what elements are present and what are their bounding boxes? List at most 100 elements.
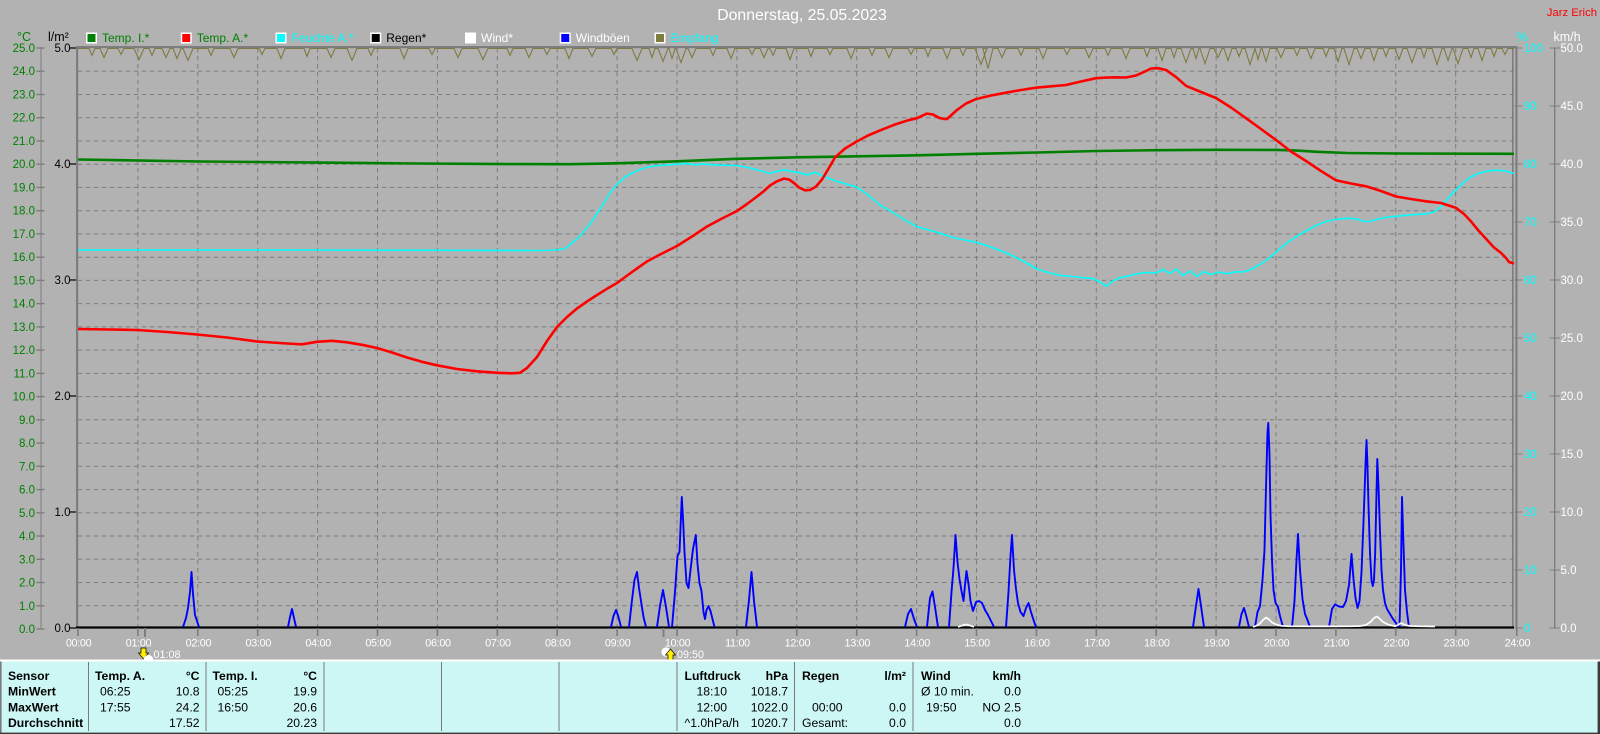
svg-text:°C: °C: [17, 30, 31, 44]
svg-text:11.0: 11.0: [13, 368, 35, 380]
svg-text:20.6: 20.6: [293, 700, 317, 714]
svg-text:Jarz Erich: Jarz Erich: [1547, 7, 1597, 19]
svg-text:4.0: 4.0: [55, 159, 71, 171]
svg-text:9.0: 9.0: [19, 415, 35, 427]
svg-text:16.0: 16.0: [13, 252, 35, 264]
svg-text:l/m²: l/m²: [884, 669, 906, 683]
svg-text:18:00: 18:00: [1144, 638, 1170, 650]
svg-text:1.0: 1.0: [55, 507, 71, 519]
svg-text:05:25: 05:25: [218, 685, 249, 699]
svg-text:20.0: 20.0: [1561, 391, 1583, 403]
svg-text:02:00: 02:00: [186, 638, 212, 650]
svg-text:90: 90: [1524, 101, 1537, 113]
svg-text:21.0: 21.0: [13, 136, 35, 148]
svg-text:Ø 10 min.: Ø 10 min.: [921, 685, 974, 699]
svg-text:0.0: 0.0: [889, 700, 906, 714]
svg-text:km/h: km/h: [1554, 30, 1581, 44]
svg-text:NO 2.5: NO 2.5: [982, 700, 1021, 714]
svg-text:6.0: 6.0: [19, 485, 35, 497]
svg-text:17:00: 17:00: [1084, 638, 1110, 650]
svg-text:16:00: 16:00: [1024, 638, 1050, 650]
svg-text:10.0: 10.0: [1561, 507, 1583, 519]
svg-text:14.0: 14.0: [13, 299, 35, 311]
svg-text:Gesamt:: Gesamt:: [802, 716, 848, 730]
svg-text:22.0: 22.0: [13, 113, 35, 125]
svg-text:40: 40: [1524, 391, 1537, 403]
svg-text:09:50: 09:50: [677, 649, 704, 661]
svg-text:Donnerstag, 25.05.2023: Donnerstag, 25.05.2023: [717, 7, 887, 24]
svg-text:19.0: 19.0: [13, 182, 35, 194]
svg-text:1.0: 1.0: [19, 601, 35, 613]
svg-text:07:00: 07:00: [485, 638, 511, 650]
svg-text:Durchschnitt: Durchschnitt: [8, 716, 83, 730]
svg-text:35.0: 35.0: [1561, 217, 1583, 229]
svg-text:7.0: 7.0: [19, 461, 35, 473]
svg-text:°C: °C: [303, 669, 317, 683]
svg-text:4.0: 4.0: [19, 531, 35, 543]
svg-text:19:00: 19:00: [1204, 638, 1230, 650]
svg-text:24:00: 24:00: [1505, 638, 1531, 650]
svg-text:1022.0: 1022.0: [751, 700, 788, 714]
svg-text:3.0: 3.0: [19, 554, 35, 566]
svg-text:MinWert: MinWert: [8, 685, 56, 699]
svg-text:04:00: 04:00: [305, 638, 331, 650]
svg-text:10:00: 10:00: [665, 638, 691, 650]
svg-text:20.0: 20.0: [13, 159, 35, 171]
svg-text:19.9: 19.9: [293, 685, 317, 699]
svg-text:0: 0: [1524, 623, 1530, 635]
svg-text:15.0: 15.0: [13, 275, 35, 287]
svg-text:15:00: 15:00: [964, 638, 990, 650]
svg-text:21:00: 21:00: [1324, 638, 1350, 650]
svg-text:01:00: 01:00: [126, 638, 152, 650]
svg-text:23.0: 23.0: [13, 90, 35, 102]
svg-text:km/h: km/h: [993, 669, 1021, 683]
svg-text:25.0: 25.0: [1561, 333, 1583, 345]
svg-text:5.0: 5.0: [19, 508, 35, 520]
svg-text:Feuchte A.*: Feuchte A.*: [292, 31, 354, 45]
svg-text:45.0: 45.0: [1561, 101, 1583, 113]
svg-text:Wind*: Wind*: [481, 31, 513, 45]
svg-text:3.0: 3.0: [55, 275, 71, 287]
svg-text:20:00: 20:00: [1264, 638, 1290, 650]
svg-text:00:00: 00:00: [812, 700, 843, 714]
svg-text:11:00: 11:00: [725, 638, 750, 650]
svg-text:15.0: 15.0: [1561, 449, 1583, 461]
svg-text:0.0: 0.0: [19, 624, 35, 636]
svg-text:24.0: 24.0: [13, 66, 35, 78]
svg-text:100: 100: [1524, 43, 1543, 55]
svg-text:0.0: 0.0: [889, 716, 906, 730]
svg-text:Temp. A.: Temp. A.: [95, 669, 145, 683]
svg-text:Temp. I.*: Temp. I.*: [102, 31, 150, 45]
svg-text:05:00: 05:00: [365, 638, 391, 650]
svg-text:10.0: 10.0: [13, 392, 35, 404]
svg-text:12:00: 12:00: [785, 638, 811, 650]
svg-text:60: 60: [1524, 275, 1537, 287]
svg-text:30: 30: [1524, 449, 1537, 461]
svg-text:14:00: 14:00: [904, 638, 930, 650]
svg-text:00:00: 00:00: [66, 638, 92, 650]
svg-text:1020.7: 1020.7: [751, 716, 788, 730]
svg-text:hPa: hPa: [766, 669, 789, 683]
svg-text:%: %: [1517, 30, 1528, 44]
svg-text:l/m²: l/m²: [48, 30, 69, 44]
svg-text:°C: °C: [186, 669, 200, 683]
svg-text:24.2: 24.2: [176, 700, 200, 714]
svg-text:13:00: 13:00: [845, 638, 871, 650]
svg-text:17.52: 17.52: [169, 716, 200, 730]
svg-text:Sensor: Sensor: [8, 669, 50, 683]
svg-text:0.0: 0.0: [1004, 716, 1021, 730]
svg-text:MaxWert: MaxWert: [8, 700, 59, 714]
svg-text:Regen: Regen: [802, 669, 839, 683]
svg-text:09:00: 09:00: [605, 638, 631, 650]
svg-text:0.0: 0.0: [1004, 685, 1021, 699]
svg-text:0.0: 0.0: [1561, 623, 1577, 635]
svg-text:19:50: 19:50: [926, 700, 957, 714]
svg-text:22:00: 22:00: [1384, 638, 1410, 650]
svg-text:Wind: Wind: [921, 669, 951, 683]
svg-text:30.0: 30.0: [1561, 275, 1583, 287]
svg-text:01:08: 01:08: [154, 649, 181, 661]
svg-text:Empfang: Empfang: [671, 31, 719, 45]
svg-text:50.0: 50.0: [1561, 43, 1583, 55]
svg-text:5.0: 5.0: [1561, 565, 1577, 577]
svg-text:50: 50: [1524, 333, 1537, 345]
